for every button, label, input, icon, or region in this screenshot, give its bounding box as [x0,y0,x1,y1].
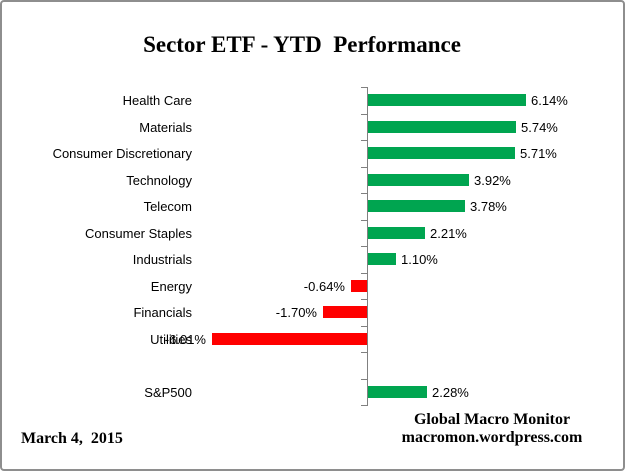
axis-tick [361,273,368,274]
negative-bar [323,306,367,319]
axis-tick [361,405,368,406]
value-label: 6.14% [531,93,568,108]
value-label: -6.01% [164,331,206,347]
date-label: March 4, 2015 [21,430,123,447]
value-label: 1.10% [401,252,438,267]
category-label: Materials [139,119,192,135]
positive-bar [368,200,465,213]
axis-tick [361,114,368,115]
axis-tick [361,220,368,221]
category-label: Financials [133,305,192,320]
axis-tick [361,167,368,168]
value-label: 5.74% [521,119,558,135]
category-label: Telecom [143,199,192,214]
negative-bar [351,279,367,292]
category-label: Energy [150,278,192,294]
axis-tick [361,140,368,141]
category-label: Consumer Discretionary [52,146,192,161]
value-label: 3.78% [470,199,507,214]
positive-bar [368,94,526,107]
positive-bar [368,120,516,133]
negative-bar [212,332,367,345]
positive-bar [368,385,427,398]
chart-title: Sector ETF - YTD Performance [143,32,461,57]
value-label: 5.71% [520,146,557,161]
positive-bar [368,147,515,160]
credit-block: Global Macro Monitor macromon.wordpress.… [352,411,623,447]
axis-tick [361,246,368,247]
axis-tick [361,352,368,353]
category-label: Industrials [132,252,192,267]
positive-bar [368,226,425,239]
axis-tick [361,379,368,380]
positive-bar [368,173,469,186]
axis-tick [361,299,368,300]
value-label: 2.21% [430,225,467,241]
category-label: Technology [126,172,192,188]
category-label: Health Care [122,93,192,108]
value-label: -1.70% [275,305,317,320]
positive-bar [368,253,396,266]
axis-tick [361,87,368,88]
category-label: S&P500 [144,384,192,400]
axis-tick [361,326,368,327]
category-label: Utilities [150,331,192,347]
value-label: -0.64% [303,278,345,294]
category-label: Consumer Staples [85,225,192,241]
credit-url: macromon.wordpress.com [401,429,583,446]
value-label: 2.28% [432,384,469,400]
credit-title: Global Macro Monitor [413,411,571,428]
axis-tick [361,193,368,194]
value-label: 3.92% [474,172,511,188]
